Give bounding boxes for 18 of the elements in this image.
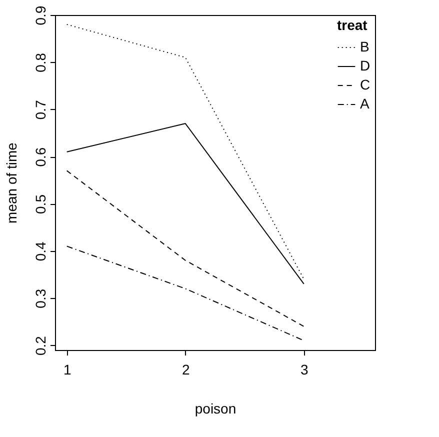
y-tick-label: 0.6 — [32, 147, 48, 167]
y-tick-label: 0.7 — [32, 100, 48, 120]
y-tick-label: 0.4 — [32, 241, 48, 262]
y-tick-label: 0.3 — [32, 288, 48, 308]
x-tick-label: 1 — [63, 362, 72, 378]
legend-title: treat — [337, 17, 368, 33]
x-tick-label: 3 — [300, 362, 308, 378]
y-tick-label: 0.2 — [32, 336, 48, 356]
y-tick-label: 0.9 — [32, 6, 48, 26]
y-tick-label: 0.5 — [32, 194, 48, 214]
legend-label: C — [360, 76, 370, 92]
legend-label: D — [360, 58, 370, 74]
y-axis-title: mean of time — [4, 142, 20, 224]
x-tick-label: 2 — [182, 362, 190, 378]
x-axis-title: poison — [194, 400, 236, 416]
legend-label: B — [360, 38, 370, 54]
y-tick-label: 0.8 — [32, 52, 48, 72]
legend-label: A — [360, 96, 370, 112]
